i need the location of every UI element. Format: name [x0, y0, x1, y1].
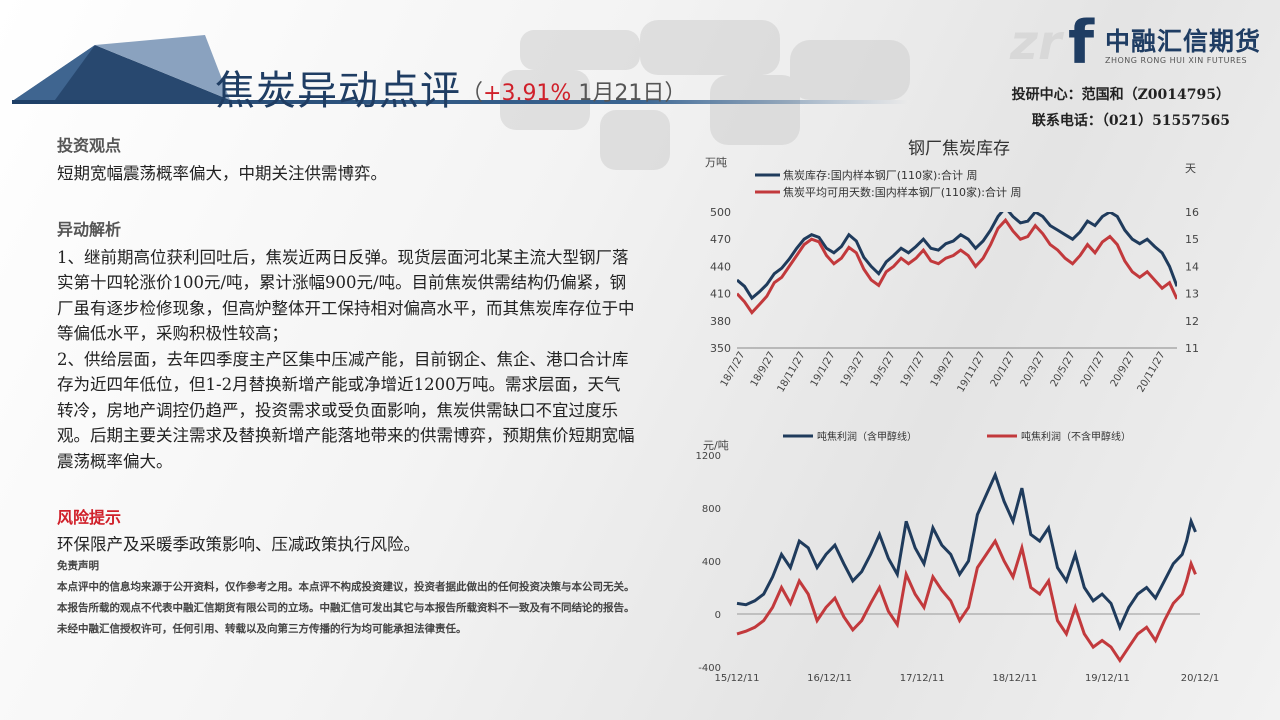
page-title: 焦炭异动点评（+3.91% 1月21日） [215, 58, 686, 116]
chart2-xtick: 19/12/11 [1085, 673, 1130, 684]
background-map [500, 20, 910, 170]
header-decoration [14, 35, 230, 100]
chart1-y2tick: 12 [1185, 315, 1199, 328]
contact-info: 投研中心：范国和（Z0014795） 联系电话：（021）51557565 [1012, 82, 1230, 134]
chart1-ytick: 470 [710, 233, 731, 246]
chart1-xtick: 20/5/27 [1049, 350, 1078, 389]
coke-profit-chart: 元/吨 吨焦利润（含甲醇线） 吨焦利润（不含甲醇线） -400 0 400 800 12… [696, 430, 1220, 684]
chart1-y2tick: 15 [1185, 233, 1199, 246]
chart1-y2tick: 11 [1185, 342, 1199, 355]
series-profit-methanol-line [736, 470, 1197, 632]
chart2-xtick: 17/12/11 [900, 673, 945, 684]
chart1-xtick: 19/7/27 [899, 350, 928, 389]
chart2-ytick: 0 [715, 610, 721, 621]
chart1-xtick: 19/9/27 [929, 350, 958, 389]
analysis-p1: 1、继前期高位获利回吐后，焦炭近两日反弹。现货层面河北某主流大型钢厂落实第十四轮… [57, 247, 635, 344]
chart1-y2tick: 14 [1185, 260, 1199, 273]
legend-profit-methanol: 吨焦利润（含甲醇线） [817, 430, 917, 443]
chart1-xtick: 20/7/27 [1079, 350, 1108, 389]
chart1-ytick: 380 [710, 315, 731, 328]
view-text: 短期宽幅震荡概率偏大，中期关注供需博弈。 [57, 164, 387, 183]
chart1-xtick: 19/3/27 [839, 350, 868, 389]
chart2-ytick: -400 [698, 663, 721, 674]
chart1-xtick: 20/3/27 [1019, 350, 1048, 389]
series-days-line [737, 217, 1177, 315]
logo-name-en: ZHONG RONG HUI XIN FUTURES [1105, 56, 1248, 65]
title-main: 焦炭异动点评 [215, 68, 461, 114]
chart2-ytick: 800 [702, 504, 721, 515]
chart2-ytick: 1200 [696, 451, 721, 462]
title-date: 1月21日） [571, 81, 687, 106]
title-sub: （+3.91% 1月21日） [461, 81, 686, 106]
chart1-y2tick: 16 [1185, 206, 1199, 219]
coke-inventory-chart: 钢厂焦炭库存 万吨 天 焦炭库存:国内样本钢厂(110家):合计 周 焦炭平均可… [705, 139, 1199, 394]
phone-line: 联系电话：（021）51557565 [1031, 113, 1230, 129]
chart1-xtick: 20/11/27 [1136, 350, 1168, 394]
chart1-ytick: 440 [710, 260, 731, 273]
series-profit-no-methanol-line [736, 538, 1197, 664]
chart1-xtick: 20/1/27 [989, 350, 1018, 389]
logo-f: f [1068, 8, 1095, 78]
chart1-y2tick: 13 [1185, 288, 1199, 301]
analysis-heading: 异动解析 [57, 219, 122, 239]
analysis-p2: 2、供给层面，去年四季度主产区集中压减产能，目前钢企、焦企、港口合计库存为近四年… [57, 349, 635, 471]
chart2-xtick: 18/12/11 [992, 673, 1037, 684]
chart2-xtick: 20/12/1 [1181, 673, 1220, 684]
view-heading: 投资观点 [57, 136, 122, 155]
chart1-y2label: 天 [1185, 162, 1196, 175]
legend-profit-no-methanol: 吨焦利润（不含甲醇线） [1021, 430, 1131, 443]
chart2-xtick: 16/12/11 [807, 673, 852, 684]
chart1-xtick: 18/11/27 [776, 350, 808, 394]
chart1-ytick: 500 [710, 206, 731, 219]
risk-text: 环保限产及采暖季政策影响、压减政策执行风险。 [57, 535, 420, 554]
logo-name-cn: 中融汇信期货 [1105, 27, 1262, 56]
chart1-ytick: 350 [710, 342, 731, 355]
chart1-ytick: 410 [710, 288, 731, 301]
change-percent: +3.91% [483, 81, 572, 106]
chart2-xtick: 15/12/11 [715, 673, 760, 684]
commentary-panel: 投资观点 短期宽幅震荡概率偏大，中期关注供需博弈。 异动解析 1、继前期高位获利… [57, 132, 637, 640]
disclaimer-text: 本点评中的信息均来源于公开资料，仅作参考之用。本点评不构成投资建议，投资者据此做… [57, 580, 635, 635]
legend-inventory: 焦炭库存:国内样本钢厂(110家):合计 周 [783, 168, 978, 182]
chart1-xtick: 18/9/27 [749, 350, 778, 389]
chart1-xtick: 19/5/27 [869, 350, 898, 389]
chart1-xtick: 20/9/27 [1109, 350, 1138, 389]
header-rule [12, 100, 907, 104]
chart2-ylabel: 元/吨 [703, 439, 729, 452]
risk-heading: 风险提示 [57, 508, 122, 527]
title-paren-open: （ [461, 81, 484, 106]
chart1-xtick: 18/7/27 [719, 350, 748, 389]
chart1-title: 钢厂焦炭库存 [908, 139, 1010, 159]
legend-days: 焦炭平均可用天数:国内样本钢厂(110家):合计 周 [783, 185, 1022, 199]
series-inventory-line [737, 212, 1177, 301]
logo-mark: zr [1010, 15, 1062, 71]
chart1-xtick: 19/11/27 [956, 350, 988, 394]
disclaimer-heading: 免责声明 [57, 559, 99, 572]
analyst-line: 投研中心：范国和（Z0014795） [1011, 87, 1230, 103]
chart1-ylabel: 万吨 [705, 156, 727, 169]
company-logo: zr f 中融汇信期货 ZHONG RONG HUI XIN FUTURES [1010, 12, 1275, 74]
chart1-xtick: 19/1/27 [809, 350, 838, 389]
chart2-ytick: 400 [702, 557, 721, 568]
